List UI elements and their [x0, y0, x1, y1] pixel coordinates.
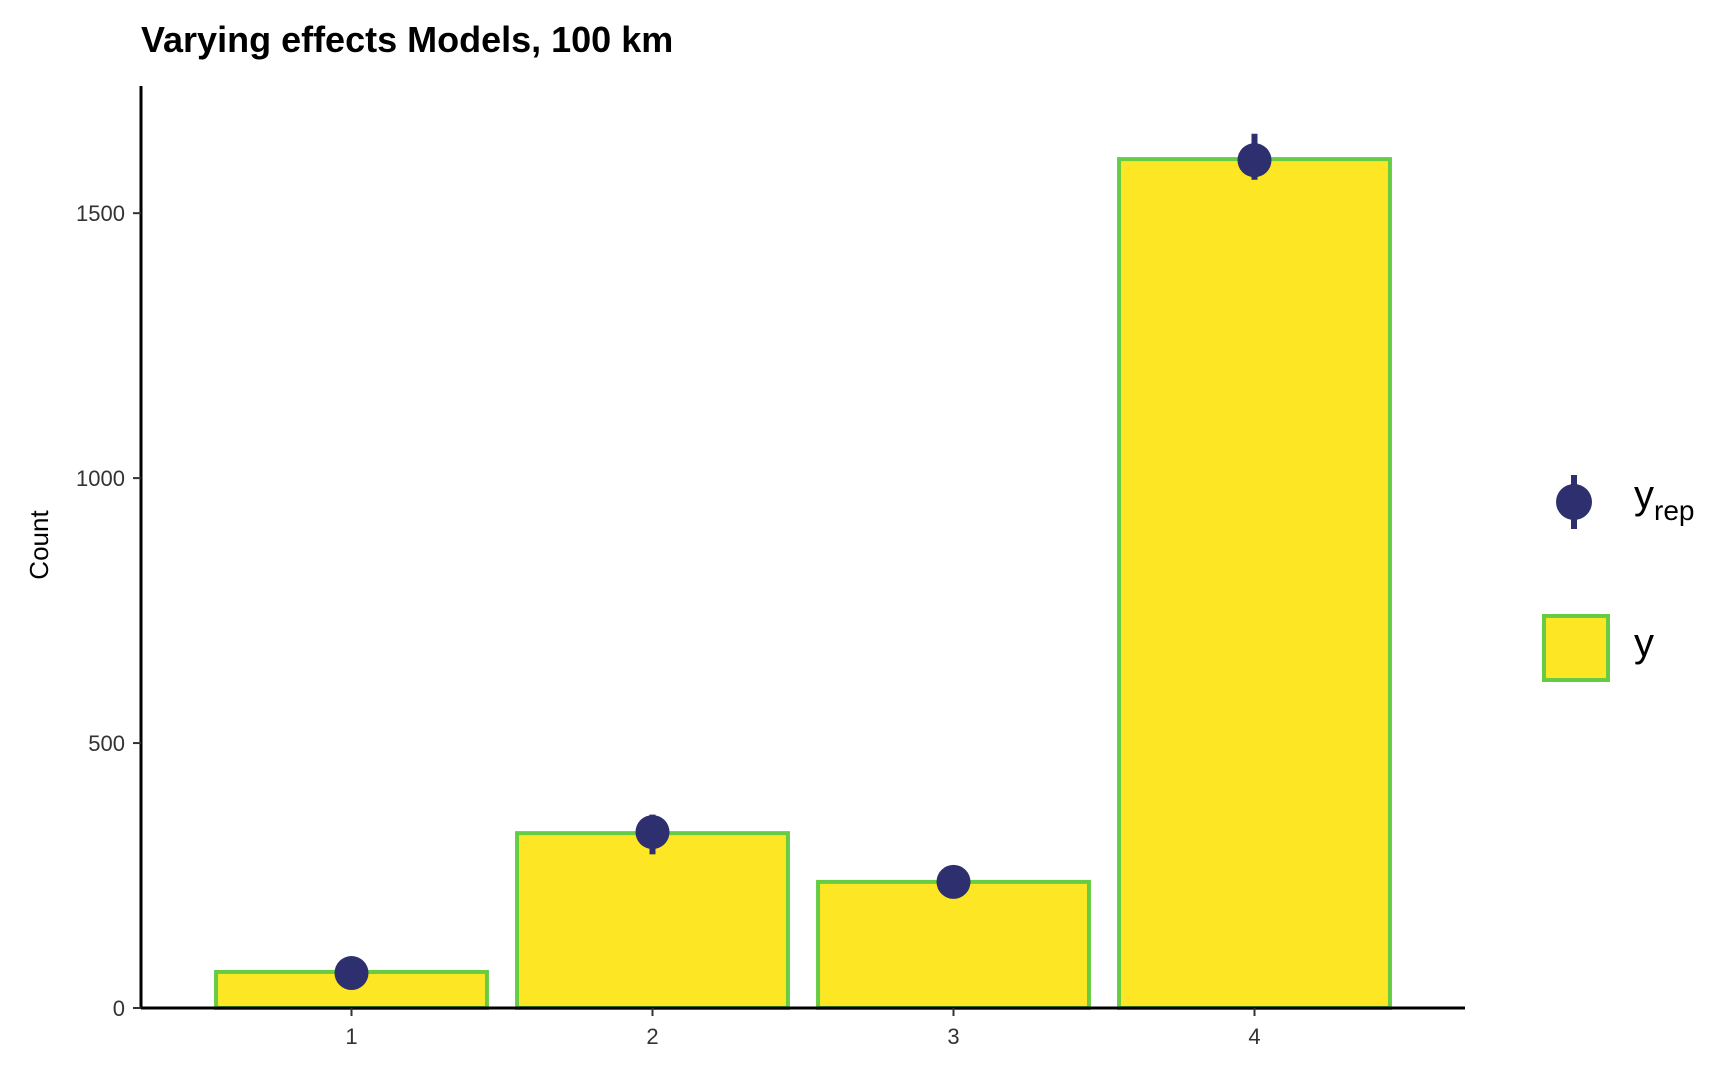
x-tick-label-3: 3	[947, 1024, 959, 1049]
axes: 0 500 1000 1500 1 2 3 4	[76, 86, 1465, 1049]
legend-yrep-sub: rep	[1654, 495, 1694, 526]
y-tick-label-1500: 1500	[76, 201, 125, 226]
chart-title: Varying effects Models, 100 km	[141, 19, 673, 60]
legend-y-swatch	[1542, 614, 1610, 682]
bar-group	[214, 157, 1392, 1011]
y-tick-label-1000: 1000	[76, 466, 125, 491]
y-axis-title: Count	[24, 510, 54, 580]
legend-yrep-point	[1556, 484, 1592, 520]
yrep-point-4	[1237, 143, 1272, 178]
bar-3	[816, 879, 1091, 1010]
legend-y-label: y	[1634, 621, 1654, 665]
y-tick-label-0: 0	[113, 996, 125, 1021]
point-group	[334, 133, 1272, 991]
yrep-point-1	[334, 956, 369, 991]
bar-2	[515, 831, 790, 1011]
yrep-point-3	[936, 864, 971, 899]
x-tick-label-2: 2	[646, 1024, 658, 1049]
bar-4	[1117, 157, 1392, 1010]
legend-yrep-main: y	[1634, 473, 1654, 517]
legend-yrep-label: yrep	[1634, 473, 1694, 526]
yrep-point-2	[635, 815, 670, 850]
x-tick-label-1: 1	[345, 1024, 357, 1049]
x-tick-label-4: 4	[1248, 1024, 1260, 1049]
y-tick-label-500: 500	[88, 731, 125, 756]
